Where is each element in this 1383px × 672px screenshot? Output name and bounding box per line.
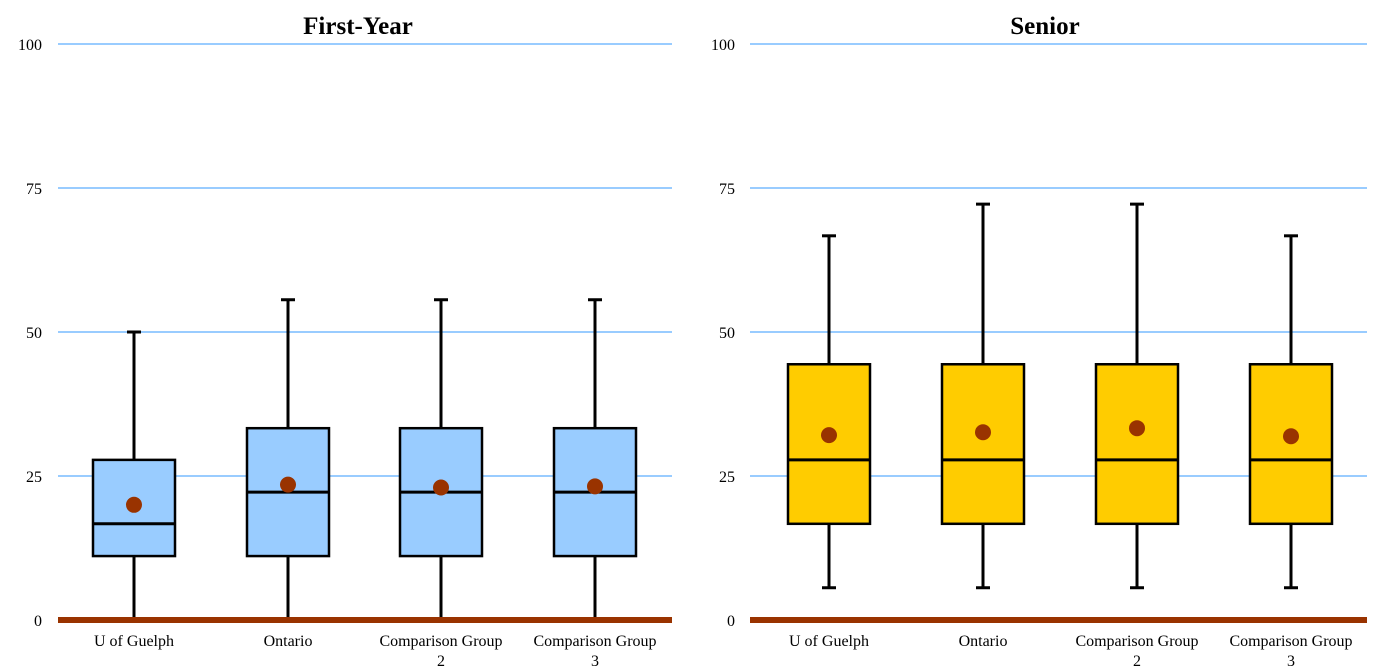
iqr-box bbox=[1094, 363, 1180, 526]
mean-marker bbox=[126, 496, 142, 513]
x-category-label: Comparison Group bbox=[379, 633, 502, 650]
x-category-label: Comparison Group bbox=[1075, 633, 1198, 650]
box-plot bbox=[940, 202, 1026, 590]
box-plot bbox=[1248, 234, 1334, 590]
mean-marker bbox=[1283, 428, 1299, 445]
mean-marker bbox=[975, 424, 991, 441]
x-category-label: U of Guelph bbox=[94, 633, 174, 650]
chart-title: First-Year bbox=[303, 13, 413, 40]
y-tick-label: 100 bbox=[18, 37, 42, 54]
box-plot bbox=[91, 330, 177, 620]
box-plot bbox=[245, 298, 331, 620]
mean-marker bbox=[280, 476, 296, 493]
mean-marker bbox=[1129, 420, 1145, 437]
y-tick-label: 25 bbox=[719, 469, 735, 486]
y-tick-label: 75 bbox=[719, 181, 735, 198]
x-category-label: Ontario bbox=[959, 633, 1008, 650]
iqr-box bbox=[940, 363, 1026, 526]
y-tick-label: 0 bbox=[34, 613, 42, 630]
x-category-label: U of Guelph bbox=[789, 633, 869, 650]
x-category-label: 2 bbox=[437, 653, 445, 670]
x-category-label: Comparison Group bbox=[1229, 633, 1352, 650]
first-year-chart-panel: First-Year 0 25 50 75 100 U of Guelph Ontario Co… bbox=[0, 0, 690, 672]
x-category-label: Comparison Group bbox=[533, 633, 656, 650]
box-plot bbox=[1094, 202, 1180, 590]
y-tick-label: 50 bbox=[26, 325, 42, 342]
y-tick-label: 0 bbox=[727, 613, 735, 630]
y-tick-label: 50 bbox=[719, 325, 735, 342]
y-tick-label: 75 bbox=[26, 181, 42, 198]
x-category-label: Ontario bbox=[264, 633, 313, 650]
mean-marker bbox=[587, 478, 603, 495]
iqr-box bbox=[786, 363, 872, 526]
box-plot bbox=[398, 298, 484, 620]
box-plot bbox=[552, 298, 638, 620]
y-tick-label: 25 bbox=[26, 469, 42, 486]
mean-marker bbox=[433, 479, 449, 496]
mean-marker bbox=[821, 427, 837, 444]
first-year-chart: First-Year 0 25 50 75 100 U of Guelph Ontario Co… bbox=[18, 13, 672, 670]
senior-chart-panel: Senior 0 25 50 75 100 U of Guelph Ontario Compar… bbox=[690, 0, 1383, 672]
senior-chart: Senior 0 25 50 75 100 U of Guelph Ontario Compar… bbox=[711, 13, 1367, 670]
x-category-label: 3 bbox=[591, 653, 599, 670]
box-plot bbox=[786, 234, 872, 590]
y-tick-label: 100 bbox=[711, 37, 735, 54]
chart-title: Senior bbox=[1010, 13, 1079, 40]
x-category-label: 2 bbox=[1133, 653, 1141, 670]
x-category-label: 3 bbox=[1287, 653, 1295, 670]
